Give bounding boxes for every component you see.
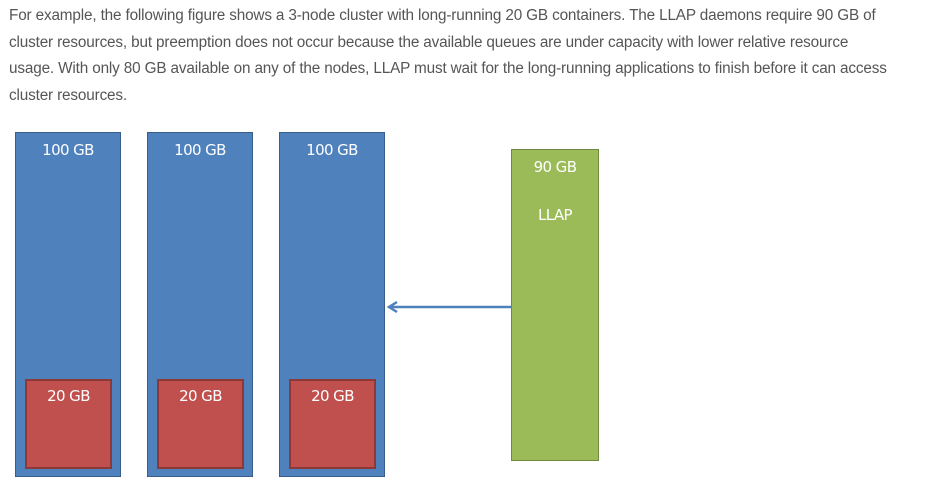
container-block: 20 GB: [289, 379, 376, 469]
container-size-label: 20 GB: [179, 387, 222, 405]
paragraph-line: cluster resources, but preemption does n…: [9, 33, 849, 51]
cluster-node-3: 100 GB 20 GB: [279, 132, 385, 477]
container-size-label: 20 GB: [47, 387, 90, 405]
paragraph-line: For example, the following figure shows …: [9, 7, 876, 24]
node-capacity-label: 100 GB: [306, 141, 358, 159]
llap-size-label: 90 GB: [533, 158, 577, 176]
container-size-label: 20 GB: [311, 387, 354, 405]
paragraph-line: usage. With only 80 GB available on any …: [9, 60, 887, 77]
paragraph-line: cluster resources.: [9, 86, 128, 104]
llap-name-label: LLAP: [538, 206, 573, 224]
node-capacity-label: 100 GB: [174, 141, 226, 159]
cluster-node-1: 100 GB 20 GB: [15, 132, 121, 477]
container-block: 20 GB: [25, 379, 112, 469]
container-block: 20 GB: [157, 379, 244, 469]
llap-block: 90 GB LLAP: [511, 149, 599, 461]
description-paragraph: For example, the following figure shows …: [9, 3, 887, 109]
node-capacity-label: 100 GB: [42, 141, 94, 159]
cluster-node-2: 100 GB 20 GB: [147, 132, 253, 477]
